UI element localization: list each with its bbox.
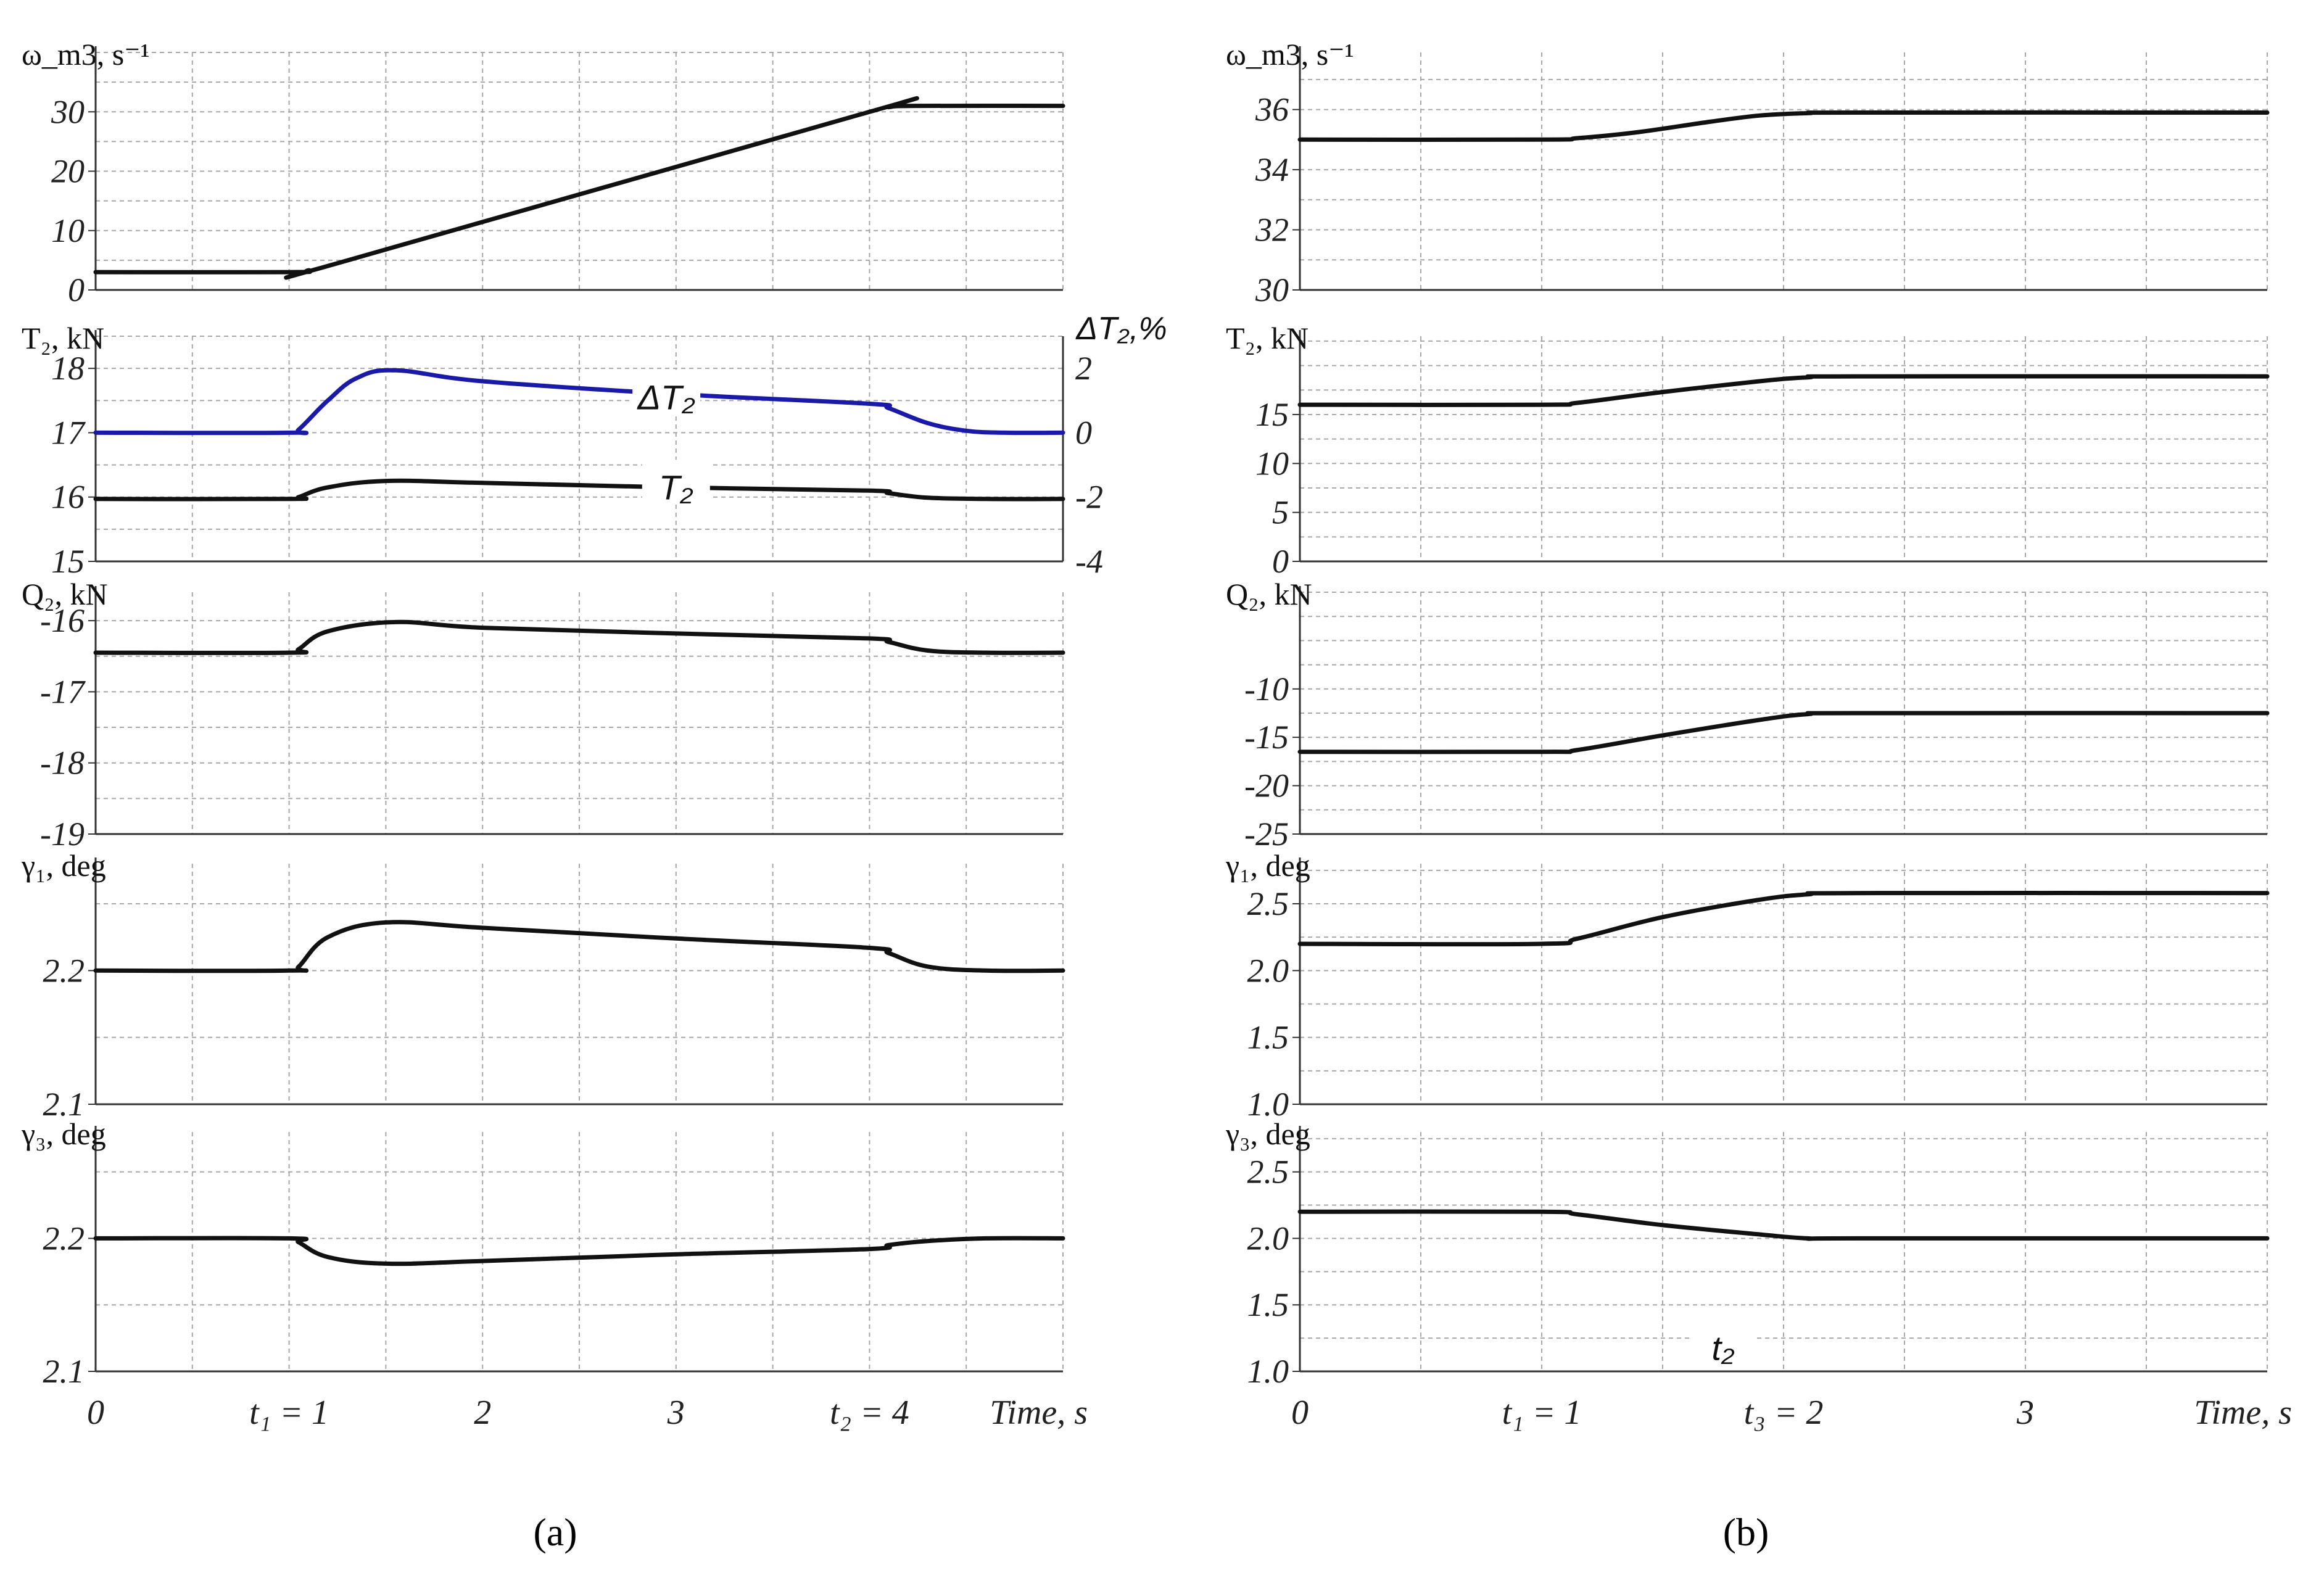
y-tick-label: 30	[1255, 271, 1289, 308]
chart-a5: 2.1 2.2 γ₃, deg 0 t₁ = 1 2 3 t₂ = 4 Time, s	[21, 1117, 1088, 1432]
annotation-label: T₂	[659, 468, 693, 506]
y-tick-label: -19	[40, 816, 85, 853]
caption-a: (a)	[533, 1510, 577, 1554]
annotation-bg	[632, 370, 701, 413]
y-axis-label: ω_m3, s⁻¹	[1226, 37, 1354, 72]
chart-a3: -16 -17 -18 -19 Q₂, kN	[22, 577, 1065, 853]
y-tick-label: -16	[40, 602, 85, 639]
y-tick-label: -25	[1244, 816, 1289, 853]
chart-b2: 0 5 10 15 T₂, kN	[1226, 321, 2270, 580]
y-tick-label: 2.0	[1247, 952, 1289, 989]
y-axis-label: γ₁, deg	[21, 848, 106, 883]
series-line-T₂	[1297, 374, 2270, 407]
series-line-γ₁	[1297, 891, 2270, 947]
y-tick-label: 2.2	[43, 952, 85, 989]
y-tick-label: 1.0	[1247, 1353, 1289, 1390]
series-line-ω_m3	[93, 96, 1065, 280]
x-axis-label: Time, s	[990, 1394, 1088, 1432]
y-tick-label: 2.5	[1247, 1154, 1289, 1191]
y-tick-label: 36	[1255, 91, 1289, 128]
y-right-tick-label: -2	[1075, 479, 1103, 516]
series-line-γ₃	[93, 1236, 1065, 1266]
y-tick-label: 34	[1255, 151, 1289, 188]
y-axis-label: T₂, kN	[22, 321, 104, 355]
x-tick-label: t₁ = 1	[249, 1394, 329, 1432]
x-tick-label: 3	[2016, 1394, 2034, 1432]
y-tick-label: 0	[68, 271, 85, 308]
y-axis-label: T₂, kN	[1226, 321, 1309, 355]
y-tick-label: -10	[1244, 671, 1289, 708]
caption-b: (b)	[1723, 1510, 1769, 1554]
y-axis-label: γ₁, deg	[1225, 848, 1310, 883]
annotation-label: ΔT₂	[637, 378, 695, 416]
annotation-bg	[1689, 1320, 1757, 1364]
y-tick-label: 17	[51, 414, 86, 451]
series-line-γ₁	[93, 920, 1065, 973]
y-tick-label: 1.5	[1247, 1019, 1289, 1056]
chart-a1: 0 10 20 30 ω_m3, s⁻¹	[22, 37, 1065, 308]
annotation-bg	[642, 460, 710, 503]
y-tick-label: -15	[1244, 719, 1289, 756]
y-tick-label: 1.5	[1247, 1286, 1289, 1323]
y-tick-label: 2.2	[43, 1220, 85, 1257]
x-tick-label: 3	[667, 1394, 685, 1432]
y-axis-label: Q₂, kN	[1226, 577, 1312, 611]
y-tick-label: -17	[40, 673, 86, 710]
y-tick-label: 30	[51, 93, 85, 130]
y-tick-label: 2.1	[43, 1353, 85, 1390]
chart-a4: 2.1 2.2 γ₁, deg	[21, 848, 1065, 1123]
x-tick-label: 0	[87, 1394, 104, 1432]
y-tick-label: 0	[1272, 543, 1289, 580]
x-tick-label: t₁ = 1	[1502, 1394, 1582, 1432]
y-right-tick-label: -4	[1075, 543, 1103, 580]
series-line-T₂	[93, 478, 1065, 502]
series-line-Q₂	[1297, 711, 2270, 754]
y-right-tick-label: 0	[1075, 414, 1092, 451]
y-axis-label: ω_m3, s⁻¹	[22, 37, 150, 72]
y-tick-label: 16	[51, 479, 85, 516]
y-tick-label: 15	[1255, 396, 1289, 433]
y-tick-label: -18	[40, 745, 85, 782]
y-tick-label: 5	[1272, 494, 1289, 531]
y-tick-label: 20	[51, 153, 85, 190]
x-tick-label: 2	[474, 1394, 491, 1432]
x-axis-label: Time, s	[2194, 1394, 2292, 1432]
y-axis-label: γ₃, deg	[21, 1117, 106, 1151]
chart-b3: -10 -15 -20 -25 Q₂, kN	[1226, 577, 2270, 853]
chart-b1: 30 32 34 36 ω_m3, s⁻¹	[1226, 37, 2270, 308]
y-tick-label: 2.5	[1247, 885, 1289, 922]
y-tick-label: 10	[51, 212, 85, 249]
y-right-tick-label: 2	[1075, 350, 1092, 387]
y-tick-label: 18	[51, 350, 85, 387]
y-tick-label: -20	[1244, 767, 1289, 804]
y-tick-label: 1.0	[1247, 1086, 1289, 1123]
x-tick-label: 0	[1291, 1394, 1309, 1432]
chart-b4: 1.0 1.5 2.0 2.5γ₁, deg	[1225, 848, 2270, 1123]
chart-b5: 1.0 1.5 2.0 2.5γ₃, deg t₂ 0 t₁ = 1 t₃ = 2 3 Time,…	[1225, 1117, 2292, 1432]
x-tick-label: t₃ = 2	[1744, 1394, 1824, 1432]
y-tick-label: 2.0	[1247, 1220, 1289, 1257]
x-tick-label: t₂ = 4	[830, 1394, 909, 1432]
annotation-label: t₂	[1712, 1329, 1735, 1368]
series-line-ω_m3	[1297, 110, 2270, 143]
series-line-ΔT₂	[93, 368, 1065, 436]
y-axis-label: γ₃, deg	[1225, 1117, 1310, 1151]
y-tick-label: 10	[1255, 445, 1289, 482]
y-axis-label: Q₂, kN	[22, 577, 108, 611]
y-tick-label: 2.1	[43, 1086, 85, 1123]
y-tick-label: 32	[1255, 212, 1289, 249]
y-tick-label: 15	[51, 543, 85, 580]
series-line-γ₃	[1297, 1209, 2270, 1241]
y-right-axis-label: ΔT₂,%	[1075, 311, 1167, 347]
series-line-Q₂	[93, 619, 1065, 655]
